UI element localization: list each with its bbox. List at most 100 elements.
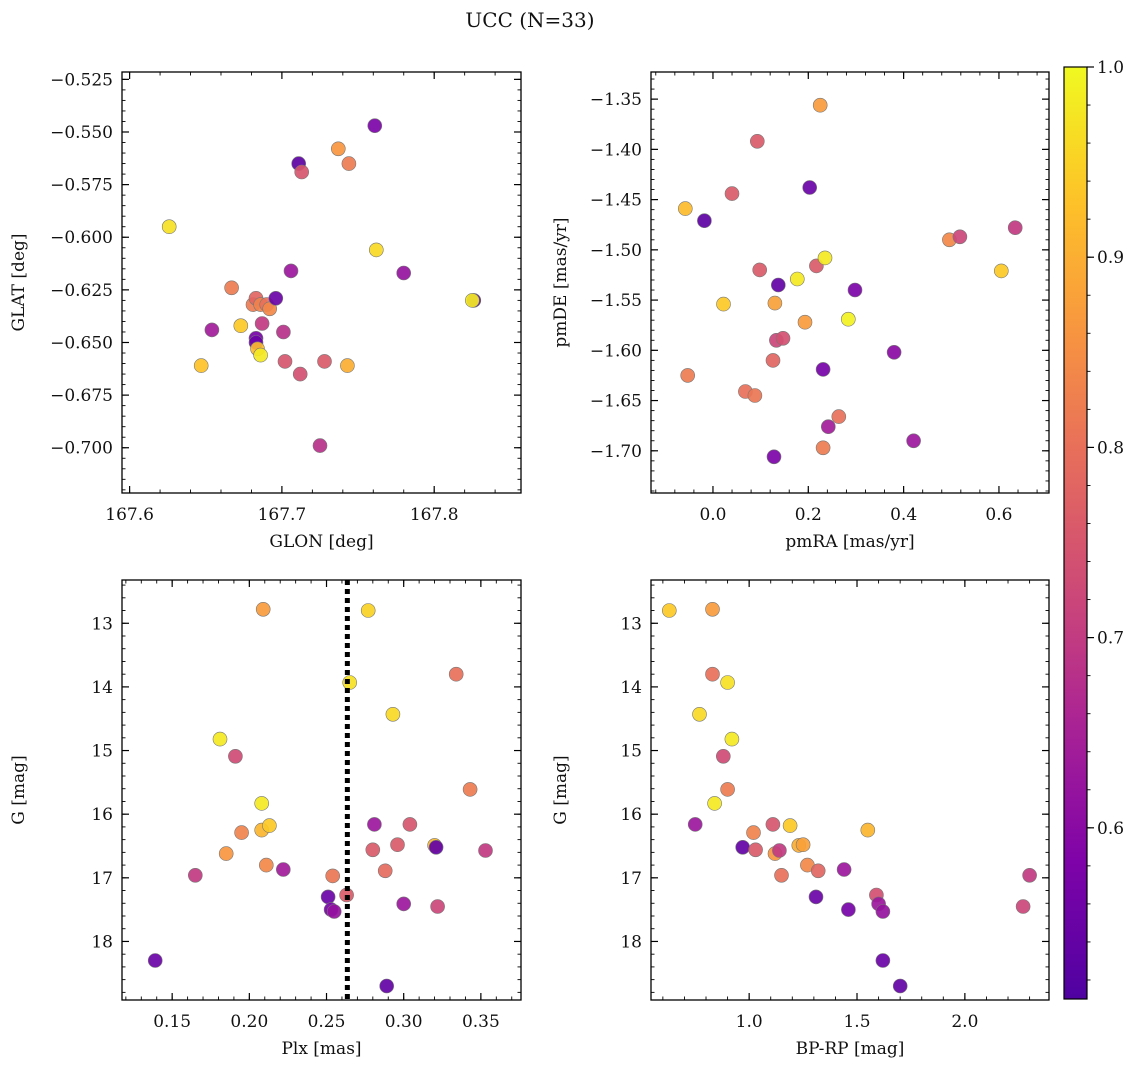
data-point	[765, 817, 781, 832]
data-point	[464, 293, 480, 308]
data-point	[1015, 899, 1031, 914]
data-point	[810, 863, 826, 879]
data-point	[254, 796, 270, 811]
data-point	[478, 843, 493, 858]
data-point	[906, 433, 921, 449]
points-layer	[677, 97, 1023, 465]
x-tick-label: 1.5	[843, 1012, 870, 1032]
colorbar-tick-label: 0.9	[1097, 248, 1124, 268]
data-point	[385, 706, 401, 722]
data-point	[875, 904, 891, 919]
data-point	[993, 263, 1009, 279]
data-point	[379, 978, 395, 994]
y-tick-label: −0.600	[50, 228, 113, 248]
data-point	[283, 263, 299, 279]
data-point	[812, 97, 828, 113]
data-point	[724, 186, 740, 201]
points-layer	[147, 601, 493, 994]
y-tick-label: −1.50	[590, 241, 642, 261]
y-tick-label: 13	[620, 614, 642, 634]
data-point	[707, 796, 722, 811]
x-tick-label: 2.0	[951, 1012, 978, 1032]
x-axis-label: GLON [deg]	[269, 532, 373, 552]
data-point	[188, 867, 203, 883]
data-point	[774, 867, 789, 883]
data-point	[746, 825, 761, 840]
data-point	[705, 601, 720, 617]
x-tick-label: 167.7	[258, 505, 307, 525]
data-point	[276, 324, 291, 340]
data-point	[262, 818, 277, 833]
data-point	[840, 311, 856, 327]
data-point	[253, 347, 268, 363]
data-point	[377, 863, 393, 879]
data-point	[860, 822, 876, 838]
data-point	[320, 889, 336, 905]
data-point	[661, 603, 677, 618]
x-tick-label: 1.0	[736, 1012, 763, 1032]
data-point	[815, 362, 831, 377]
x-tick-label: 0.25	[308, 1012, 346, 1032]
axes-frame	[121, 71, 522, 494]
points-layer	[161, 118, 482, 453]
y-tick-label: 14	[620, 678, 642, 698]
data-point	[782, 818, 798, 833]
scatter-panels: 167.6 167.7 167.8 −0.525 −0.550 −0.575 −0.600 −…	[9, 70, 1050, 1059]
x-tick-label: 0.4	[890, 505, 917, 525]
colorbar-tick-label: 0.8	[1097, 438, 1124, 458]
data-point	[365, 842, 381, 858]
data-point	[1007, 220, 1023, 235]
y-axis-label: G [mag]	[9, 755, 29, 824]
y-tick-label: −1.65	[590, 392, 642, 412]
data-point	[716, 296, 731, 312]
colorbar-bar	[1063, 66, 1088, 1000]
y-tick-label: −1.35	[590, 90, 642, 110]
data-point	[770, 277, 786, 293]
data-point	[368, 242, 384, 258]
y-tick-label: −1.70	[590, 442, 642, 462]
data-point	[748, 842, 763, 858]
colorbar-tick-label: 0.7	[1097, 629, 1124, 649]
data-point	[147, 953, 163, 968]
data-point	[720, 782, 735, 797]
data-point	[795, 837, 811, 853]
y-tick-label: −0.525	[50, 70, 113, 90]
data-point	[294, 164, 310, 180]
data-point	[697, 213, 712, 228]
scatter-panel-3: 0.15 0.20 0.25 0.30 0.35 13 14 15 16 17 18 Plx [mas…	[9, 579, 522, 1059]
y-tick-label: −0.700	[50, 439, 113, 459]
data-point	[268, 290, 284, 306]
data-point	[341, 156, 357, 171]
data-point	[705, 666, 720, 682]
data-point	[255, 601, 271, 617]
x-axis-label: BP-RP [mag]	[796, 1039, 905, 1059]
data-point	[767, 295, 783, 311]
data-point	[766, 449, 782, 465]
data-point	[808, 889, 824, 905]
y-tick-label: −0.575	[50, 176, 113, 196]
y-tick-label: −0.625	[50, 281, 113, 301]
y-tick-label: 18	[91, 932, 113, 952]
data-point	[396, 265, 412, 281]
x-tick-label: 167.8	[410, 505, 459, 525]
y-tick-label: 14	[91, 678, 113, 698]
data-point	[193, 358, 209, 373]
data-point	[765, 353, 781, 368]
data-point	[749, 134, 765, 149]
y-axis-label: G [mag]	[551, 755, 571, 824]
axes-frame	[650, 71, 1050, 494]
data-point	[1022, 867, 1037, 883]
data-point	[952, 229, 968, 245]
data-point	[277, 354, 293, 369]
data-point	[325, 868, 341, 884]
data-point	[797, 314, 813, 330]
y-tick-label: 17	[620, 869, 642, 889]
data-point	[275, 862, 291, 877]
y-tick-label: 15	[620, 742, 642, 762]
data-point	[692, 706, 707, 722]
colorbar-tick-label: 1.0	[1097, 58, 1124, 78]
data-point	[847, 282, 863, 298]
y-tick-label: −1.40	[590, 140, 642, 160]
data-point	[233, 318, 249, 334]
data-point	[330, 141, 346, 157]
